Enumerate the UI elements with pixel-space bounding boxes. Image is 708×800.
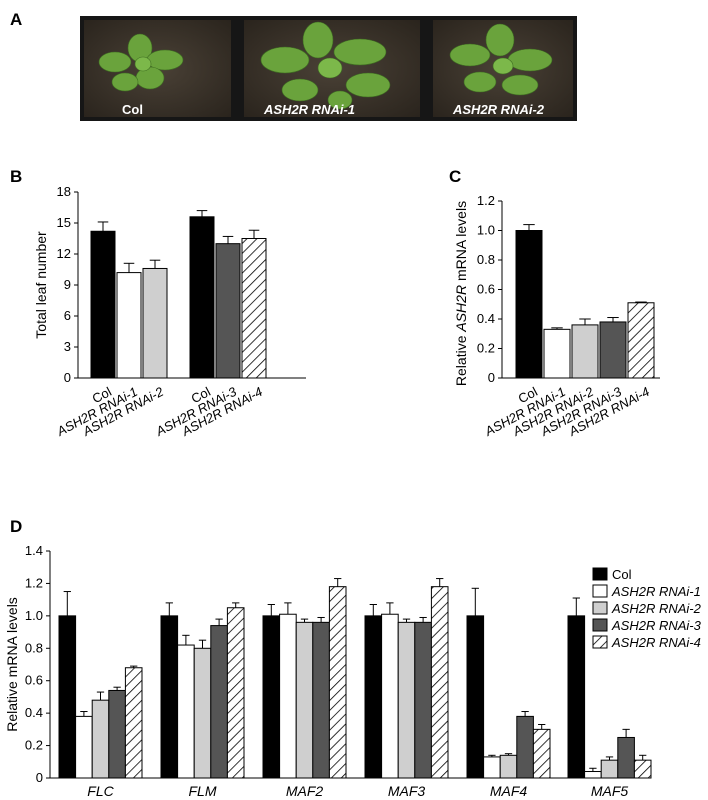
b-y-tick-label: 9 [64, 277, 71, 292]
d-bar [124, 667, 143, 779]
d-y-tick-label: 0.8 [25, 640, 43, 655]
d-y-tick-label: 0.4 [25, 705, 43, 720]
c-bar [599, 321, 627, 379]
d-bar [430, 586, 449, 779]
d-category-label: FLC [87, 783, 114, 799]
d-bar [58, 615, 77, 779]
panel-d-letter: D [10, 517, 22, 536]
c-y-tick-label: 0 [488, 370, 495, 385]
d-bar [193, 647, 212, 779]
d-y-tick-label: 1.0 [25, 608, 43, 623]
d-bar [600, 759, 619, 779]
d-legend-swatch [592, 584, 608, 598]
d-bar [499, 754, 518, 779]
plant-photo: Col ASH2R RNAi-1 ASH2R RNAi-2 [80, 16, 577, 121]
c-y-axis-label-part: ASH2R [453, 285, 469, 333]
photo-label-rnai-2: ASH2R RNAi-2 [452, 102, 545, 117]
d-y-tick-label: 1.4 [25, 543, 43, 558]
d-category-label: MAF3 [388, 783, 426, 799]
d-legend-label: ASH2R RNAi-4 [611, 635, 701, 650]
c-bar [515, 230, 543, 379]
b-bar [116, 272, 142, 379]
d-y-tick-label: 0.6 [25, 673, 43, 688]
panel-b-letter: B [10, 167, 22, 186]
d-bar [108, 689, 126, 779]
d-legend-swatch [592, 601, 608, 615]
panel-c-letter: C [449, 167, 461, 186]
c-y-axis-label-part: mRNA levels [453, 201, 469, 285]
b-bar [215, 243, 241, 379]
d-category-label: MAF2 [286, 783, 324, 799]
d-legend-swatch [592, 635, 608, 649]
c-bar [571, 324, 599, 379]
c-y-tick-label: 0.8 [477, 252, 495, 267]
d-bar [279, 613, 297, 779]
c-y-axis-label: Relative ASH2R mRNA levels [453, 201, 469, 386]
c-y-tick-label: 1.0 [477, 223, 495, 238]
d-y-axis-label: Relative mRNA levels [4, 597, 20, 732]
c-y-axis-label-part: Relative [453, 332, 469, 386]
c-bar [627, 302, 655, 379]
d-bar [483, 756, 501, 779]
d-legend-label: ASH2R RNAi-1 [611, 584, 701, 599]
d-bar [584, 771, 602, 779]
b-y-tick-label: 12 [57, 246, 71, 261]
d-bar [226, 607, 245, 779]
d-legend-swatch [592, 618, 608, 632]
photo-label-rnai-1: ASH2R RNAi-1 [263, 102, 355, 117]
d-bar [567, 615, 586, 779]
d-bar [177, 644, 195, 779]
b-bar [189, 216, 215, 379]
d-bar [328, 586, 347, 779]
d-bar [262, 615, 281, 779]
b-bar [90, 230, 116, 379]
d-bar [414, 621, 432, 779]
b-y-tick-label: 6 [64, 308, 71, 323]
c-y-tick-label: 0.2 [477, 341, 495, 356]
d-bar [295, 621, 314, 779]
d-y-tick-label: 1.2 [25, 575, 43, 590]
d-y-tick-label: 0.2 [25, 738, 43, 753]
d-bar [91, 699, 110, 779]
d-legend-label: ASH2R RNAi-3 [611, 618, 702, 633]
flowering-genes-chart: 0 0.2 0.4 0.6 0.8 1.0 1.2 1.4 Relative mRNA leve… [4, 543, 702, 799]
c-y-tick-label: 0.6 [477, 282, 495, 297]
panel-a-letter: A [10, 10, 22, 29]
d-legend-swatch [592, 567, 608, 581]
d-bar [75, 715, 93, 779]
d-bar [160, 615, 179, 779]
d-legend-label: Col [612, 567, 632, 582]
c-y-tick-label: 1.2 [477, 193, 495, 208]
d-bar [633, 759, 652, 779]
d-bar [312, 621, 330, 779]
c-y-tick-label: 0.4 [477, 311, 495, 326]
d-y-tick-label: 0 [36, 770, 43, 785]
b-y-tick-label: 18 [57, 184, 71, 199]
d-bar [617, 736, 635, 779]
d-bar [397, 621, 416, 779]
b-y-tick-label: 0 [64, 370, 71, 385]
ash2r-mrna-chart: 0 0.2 0.4 0.6 0.8 1.0 1.2 Relative ASH2R mRNA l… [453, 193, 660, 439]
b-bar [142, 267, 168, 379]
d-bar [516, 715, 534, 779]
d-category-label: MAF4 [490, 783, 528, 799]
photo-label-col: Col [122, 102, 143, 117]
c-bar [543, 328, 571, 379]
d-legend-label: ASH2R RNAi-2 [611, 601, 702, 616]
d-bar [210, 625, 228, 779]
d-category-label: FLM [189, 783, 217, 799]
d-category-label: MAF5 [591, 783, 629, 799]
d-bar [466, 615, 485, 779]
b-bar [241, 238, 267, 379]
d-bar [364, 615, 383, 779]
d-bar [381, 613, 399, 779]
d-bar [532, 728, 551, 779]
b-y-tick-label: 3 [64, 339, 71, 354]
b-y-tick-label: 15 [57, 215, 71, 230]
b-y-axis-label: Total leaf number [33, 231, 49, 339]
